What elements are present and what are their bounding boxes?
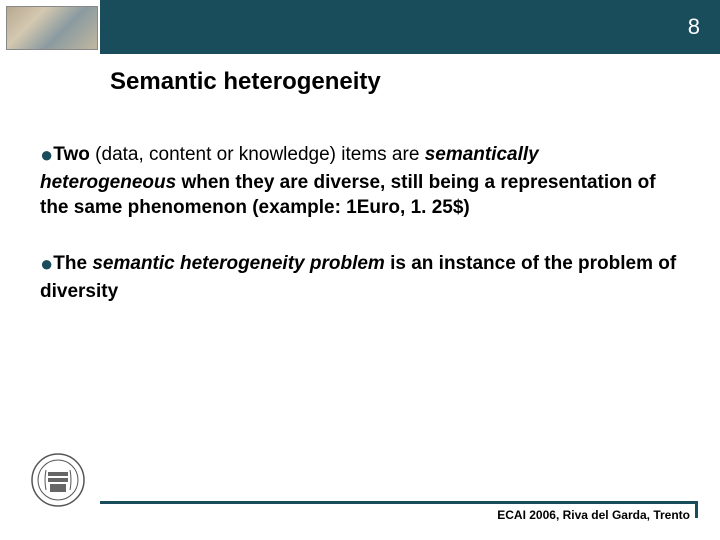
footer-text: ECAI 2006, Riva del Garda, Trento bbox=[497, 508, 690, 522]
footer-divider-cap bbox=[695, 501, 698, 518]
footer-divider bbox=[100, 501, 698, 504]
bullet-text: (data, content or knowledge) items are bbox=[90, 144, 425, 165]
bullet-lead: Two bbox=[53, 144, 90, 165]
bullet-item: ●The semantic heterogeneity problem is a… bbox=[40, 249, 680, 304]
fresco-thumbnail bbox=[6, 6, 98, 50]
bullet-icon: ● bbox=[40, 142, 53, 167]
bullet-italic: semantic heterogeneity problem bbox=[92, 253, 384, 274]
header-bar: 8 bbox=[100, 0, 720, 54]
content-area: ●Two (data, content or knowledge) items … bbox=[40, 140, 680, 332]
slide-title: Semantic heterogeneity bbox=[110, 68, 381, 96]
university-seal-icon bbox=[30, 452, 86, 508]
bullet-icon: ● bbox=[40, 251, 53, 276]
bullet-lead: The bbox=[53, 253, 87, 274]
slide-number: 8 bbox=[688, 14, 700, 40]
bullet-item: ●Two (data, content or knowledge) items … bbox=[40, 140, 680, 221]
